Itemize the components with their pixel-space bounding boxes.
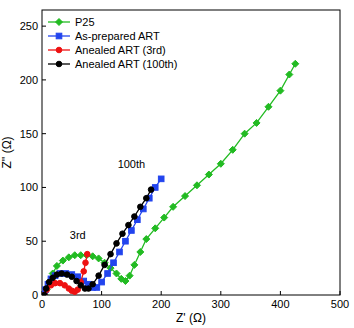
- point: [120, 231, 126, 237]
- point: [170, 203, 177, 210]
- point: [69, 274, 75, 280]
- point: [152, 225, 159, 232]
- series-line: [44, 179, 161, 295]
- legend-marker: [56, 61, 62, 67]
- point: [59, 271, 65, 277]
- annotation: 3rd: [70, 229, 86, 241]
- point: [217, 160, 224, 167]
- point: [265, 103, 272, 110]
- y-tick-label: 100: [20, 181, 38, 193]
- point: [83, 260, 89, 266]
- y-tick-label: 250: [20, 20, 38, 32]
- point: [84, 251, 90, 257]
- point: [253, 119, 260, 126]
- point: [286, 71, 293, 78]
- annotation: 100th: [118, 158, 146, 170]
- point: [90, 281, 96, 287]
- point: [122, 278, 129, 285]
- point: [81, 269, 87, 275]
- point: [292, 60, 299, 67]
- point: [126, 222, 132, 228]
- x-tick: [101, 291, 102, 295]
- legend-label: Anealed ART (3rd): [75, 44, 166, 56]
- legend-label: Anealed ART (100th): [75, 58, 177, 70]
- point: [114, 241, 120, 247]
- point: [42, 292, 47, 295]
- point: [43, 286, 49, 292]
- plot-frame: [42, 10, 340, 295]
- point: [193, 182, 200, 189]
- y-tick: [42, 241, 46, 242]
- point: [132, 214, 138, 220]
- y-tick-label: 150: [20, 128, 38, 140]
- point: [42, 292, 47, 295]
- point: [161, 214, 168, 221]
- y-tick-label: 50: [26, 235, 38, 247]
- point: [111, 260, 117, 266]
- point: [131, 261, 138, 268]
- point: [59, 257, 66, 264]
- legend-label: P25: [75, 16, 95, 28]
- legend-marker: [56, 33, 62, 39]
- point: [99, 279, 105, 285]
- x-tick-label: 200: [152, 298, 170, 310]
- y-tick: [42, 133, 46, 134]
- x-tick-label: 300: [212, 298, 230, 310]
- x-tick: [220, 291, 221, 295]
- x-tick: [280, 291, 281, 295]
- point: [148, 187, 154, 193]
- x-tick-label: 0: [39, 298, 45, 310]
- series-line: [44, 254, 87, 295]
- y-tick: [42, 187, 46, 188]
- x-tick-label: 400: [271, 298, 289, 310]
- series-line: [45, 64, 295, 295]
- point: [102, 262, 108, 268]
- point: [126, 272, 133, 279]
- point: [143, 236, 150, 243]
- x-tick: [161, 291, 162, 295]
- point: [123, 238, 129, 244]
- point: [129, 228, 135, 234]
- legend-marker: [56, 19, 63, 26]
- point: [105, 271, 111, 277]
- x-tick-label: 100: [92, 298, 110, 310]
- x-tick-label: 500: [331, 298, 349, 310]
- data-group: [42, 60, 299, 295]
- point: [137, 248, 144, 255]
- point: [113, 270, 120, 277]
- y-tick-label: 200: [20, 74, 38, 86]
- y-tick-label: 0: [32, 289, 38, 301]
- series-line: [44, 190, 151, 295]
- legend-marker: [56, 47, 62, 53]
- point: [53, 262, 60, 269]
- point: [108, 251, 114, 257]
- point: [138, 204, 144, 210]
- point: [277, 87, 284, 94]
- point: [205, 171, 212, 178]
- point: [158, 176, 164, 182]
- x-tick: [340, 291, 341, 295]
- point: [117, 249, 123, 255]
- x-axis-label: Z' (Ω): [176, 311, 206, 325]
- point: [144, 195, 150, 201]
- y-tick: [42, 26, 46, 27]
- legend-label: As-prepared ART: [75, 30, 160, 42]
- y-axis-label: Z'' (Ω): [0, 136, 14, 168]
- point: [241, 130, 248, 137]
- y-tick: [42, 79, 46, 80]
- chart: 0 100 200 300 400 500 0 50 100 150 200 250 Z' (Ω) Z''…: [0, 0, 354, 328]
- point: [229, 146, 236, 153]
- point: [95, 255, 102, 262]
- point: [96, 273, 102, 279]
- point: [182, 193, 189, 200]
- point: [42, 292, 47, 295]
